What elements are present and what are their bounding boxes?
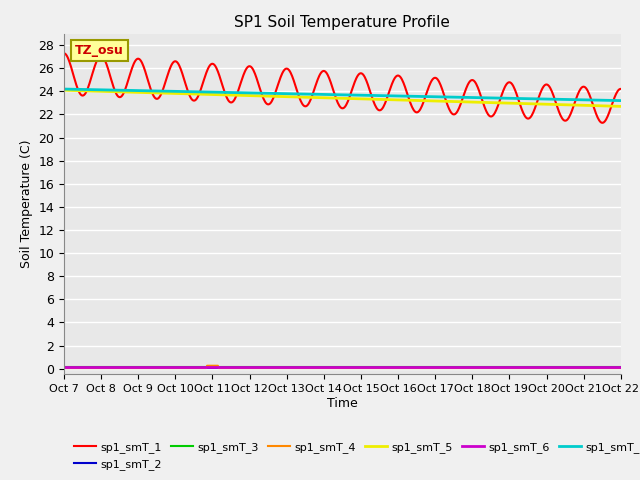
sp1_smT_7 [206, 89, 214, 95]
sp1_smT_6 [334, 364, 342, 370]
sp1_smT_1 [182, 83, 190, 89]
sp1_smT_6 [182, 364, 190, 370]
sp1_smT_5 [617, 104, 625, 109]
sp1_smT_7 [443, 94, 451, 100]
sp1_smT_2 [443, 365, 451, 371]
sp1_smT_4 [335, 365, 342, 371]
sp1_smT_6 [206, 364, 214, 370]
sp1_smT_2 [206, 365, 214, 371]
sp1_smT_7 [334, 92, 342, 97]
sp1_smT_2 [617, 365, 625, 371]
Title: SP1 Soil Temperature Profile: SP1 Soil Temperature Profile [234, 15, 451, 30]
sp1_smT_3 [566, 364, 573, 370]
sp1_smT_1 [334, 100, 342, 106]
sp1_smT_4 [182, 365, 190, 371]
sp1_smT_6 [566, 364, 573, 370]
sp1_smT_4 [617, 365, 625, 371]
Line: sp1_smT_5: sp1_smT_5 [64, 90, 621, 107]
Legend: sp1_smT_1, sp1_smT_2, sp1_smT_3, sp1_smT_4, sp1_smT_5, sp1_smT_6, sp1_smT_7: sp1_smT_1, sp1_smT_2, sp1_smT_3, sp1_smT… [70, 438, 640, 474]
Line: sp1_smT_1: sp1_smT_1 [64, 53, 621, 123]
X-axis label: Time: Time [327, 397, 358, 410]
Y-axis label: Soil Temperature (C): Soil Temperature (C) [20, 140, 33, 268]
Text: TZ_osu: TZ_osu [75, 44, 124, 57]
sp1_smT_1 [443, 100, 451, 106]
Line: sp1_smT_7: sp1_smT_7 [64, 89, 621, 101]
sp1_smT_3 [334, 364, 342, 370]
sp1_smT_1 [60, 50, 68, 56]
sp1_smT_7 [182, 89, 190, 95]
sp1_smT_7 [388, 93, 396, 99]
sp1_smT_7 [617, 98, 625, 104]
sp1_smT_4 [566, 365, 574, 371]
sp1_smT_3 [443, 364, 451, 370]
sp1_smT_5 [206, 92, 214, 97]
sp1_smT_3 [388, 364, 396, 370]
sp1_smT_6 [60, 364, 68, 370]
sp1_smT_2 [334, 365, 342, 371]
sp1_smT_4 [204, 363, 211, 369]
sp1_smT_5 [443, 98, 451, 104]
sp1_smT_1 [388, 81, 396, 87]
sp1_smT_1 [617, 86, 625, 92]
sp1_smT_1 [206, 62, 214, 68]
sp1_smT_7 [60, 86, 68, 92]
sp1_smT_5 [388, 97, 396, 103]
sp1_smT_6 [443, 364, 451, 370]
sp1_smT_2 [182, 365, 190, 371]
sp1_smT_5 [334, 95, 342, 101]
sp1_smT_3 [182, 364, 190, 370]
sp1_smT_4 [60, 365, 68, 371]
sp1_smT_5 [566, 102, 573, 108]
sp1_smT_4 [207, 363, 215, 369]
sp1_smT_3 [617, 364, 625, 370]
sp1_smT_2 [566, 365, 573, 371]
sp1_smT_6 [388, 364, 396, 370]
sp1_smT_1 [566, 113, 573, 119]
sp1_smT_5 [60, 87, 68, 93]
sp1_smT_7 [566, 96, 573, 102]
sp1_smT_4 [389, 365, 397, 371]
Line: sp1_smT_4: sp1_smT_4 [64, 366, 621, 368]
sp1_smT_3 [60, 364, 68, 370]
sp1_smT_1 [598, 120, 606, 126]
sp1_smT_3 [206, 364, 214, 370]
sp1_smT_5 [182, 91, 190, 96]
sp1_smT_2 [388, 365, 396, 371]
sp1_smT_4 [444, 365, 451, 371]
sp1_smT_6 [617, 364, 625, 370]
sp1_smT_2 [60, 365, 68, 371]
